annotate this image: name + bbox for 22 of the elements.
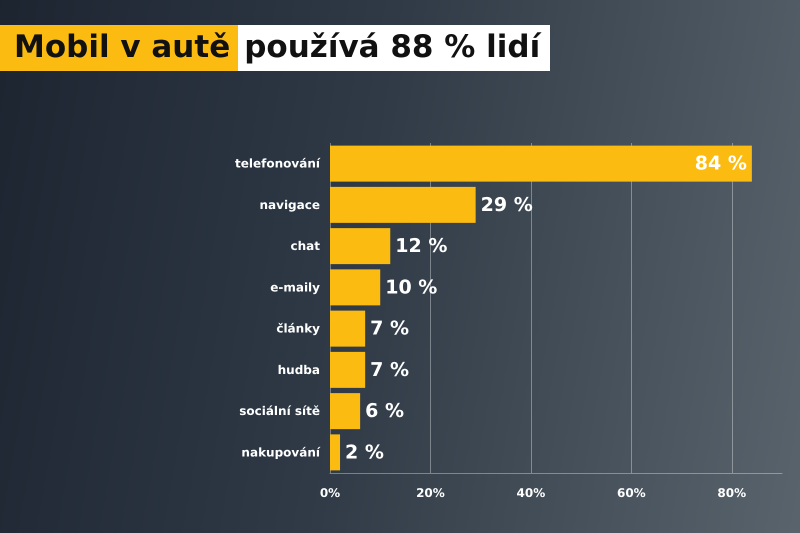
y-tick-label: hudba [278,362,320,377]
data-label: 6 % [365,400,404,422]
data-label: 7 % [370,318,410,340]
chart-title: Mobil v autě používá 88 % lidí [13,28,542,67]
y-tick-label: články [276,322,320,336]
x-tick-label: 20% [416,486,445,500]
x-tick-label: 40% [516,486,546,500]
x-tick-label: 60% [616,486,646,500]
data-label: 84 % [694,152,747,175]
y-tick-label: sociální sítě [239,404,320,418]
y-tick-label: navigace [259,198,320,212]
x-tick-label: 0% [320,486,340,500]
data-label: 29 % [480,194,533,216]
y-tick-label: telefonování [235,156,321,171]
x-tick-label: 80% [717,486,746,500]
y-tick-label: chat [290,239,320,254]
y-tick-label: e-maily [270,280,320,294]
data-label: 7 % [370,358,410,381]
data-label: 10 % [385,276,438,298]
y-tick-label: nakupování [241,445,321,460]
data-label: 2 % [345,441,384,464]
data-label: 12 % [395,235,448,258]
